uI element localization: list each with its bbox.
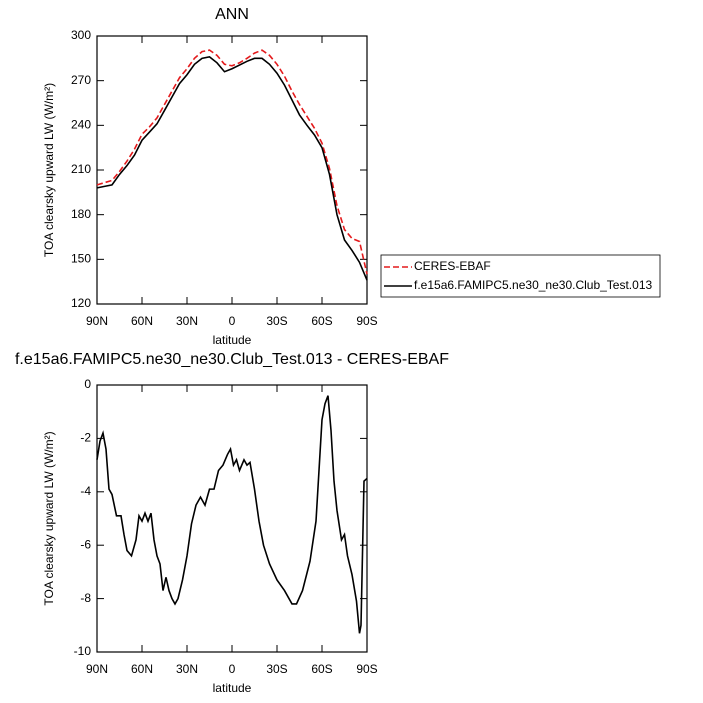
y-tick-label: 300 bbox=[71, 28, 91, 42]
x-tick-label: 0 bbox=[229, 662, 236, 676]
y-tick-label: 270 bbox=[71, 73, 91, 87]
data-line bbox=[96, 395, 368, 634]
y-tick-label: 240 bbox=[71, 118, 91, 132]
data-line bbox=[96, 55, 368, 281]
y-axis-label: TOA clearsky upward LW (W/m²) bbox=[42, 83, 56, 257]
legend-label: f.e15a6.FAMIPC5.ne30_ne30.Club_Test.013 bbox=[414, 278, 652, 292]
x-tick-label: 90N bbox=[86, 314, 108, 328]
x-tick-label: 30N bbox=[176, 662, 198, 676]
x-tick-label: 90N bbox=[86, 662, 108, 676]
x-tick-label: 30N bbox=[176, 314, 198, 328]
x-tick-label: 60S bbox=[311, 314, 332, 328]
y-axis-label: TOA clearsky upward LW (W/m²) bbox=[42, 431, 56, 605]
legend-label: CERES-EBAF bbox=[414, 259, 491, 273]
legend-box bbox=[380, 254, 661, 298]
legend: CERES-EBAF f.e15a6.FAMIPC5.ne30_ne30.Club… bbox=[380, 254, 661, 298]
x-axis-label: latitude bbox=[213, 681, 252, 695]
y-tick-label: -2 bbox=[80, 431, 91, 445]
x-tick-label: 60N bbox=[131, 662, 153, 676]
y-tick-label: 120 bbox=[71, 296, 91, 310]
y-tick-label: 210 bbox=[71, 162, 91, 176]
data-line bbox=[96, 49, 368, 275]
y-tick-label: -10 bbox=[74, 644, 92, 658]
chart-title: ANN bbox=[215, 6, 249, 23]
plot-frame bbox=[96, 35, 368, 305]
y-tick-label: -4 bbox=[80, 484, 91, 498]
x-tick-label: 0 bbox=[229, 314, 236, 328]
chart-title: f.e15a6.FAMIPC5.ne30_ne30.Club_Test.013 … bbox=[15, 351, 449, 368]
x-tick-label: 90S bbox=[356, 662, 377, 676]
x-tick-label: 30S bbox=[266, 314, 287, 328]
x-tick-label: 60N bbox=[131, 314, 153, 328]
y-tick-label: -6 bbox=[80, 537, 91, 551]
y-tick-label: 150 bbox=[71, 252, 91, 266]
y-tick-label: 180 bbox=[71, 207, 91, 221]
y-tick-label: 0 bbox=[84, 377, 91, 391]
x-axis-label: latitude bbox=[213, 333, 252, 347]
x-tick-label: 30S bbox=[266, 662, 287, 676]
x-tick-label: 90S bbox=[356, 314, 377, 328]
x-tick-label: 60S bbox=[311, 662, 332, 676]
plot-frame bbox=[96, 384, 368, 653]
y-tick-label: -8 bbox=[80, 591, 91, 605]
